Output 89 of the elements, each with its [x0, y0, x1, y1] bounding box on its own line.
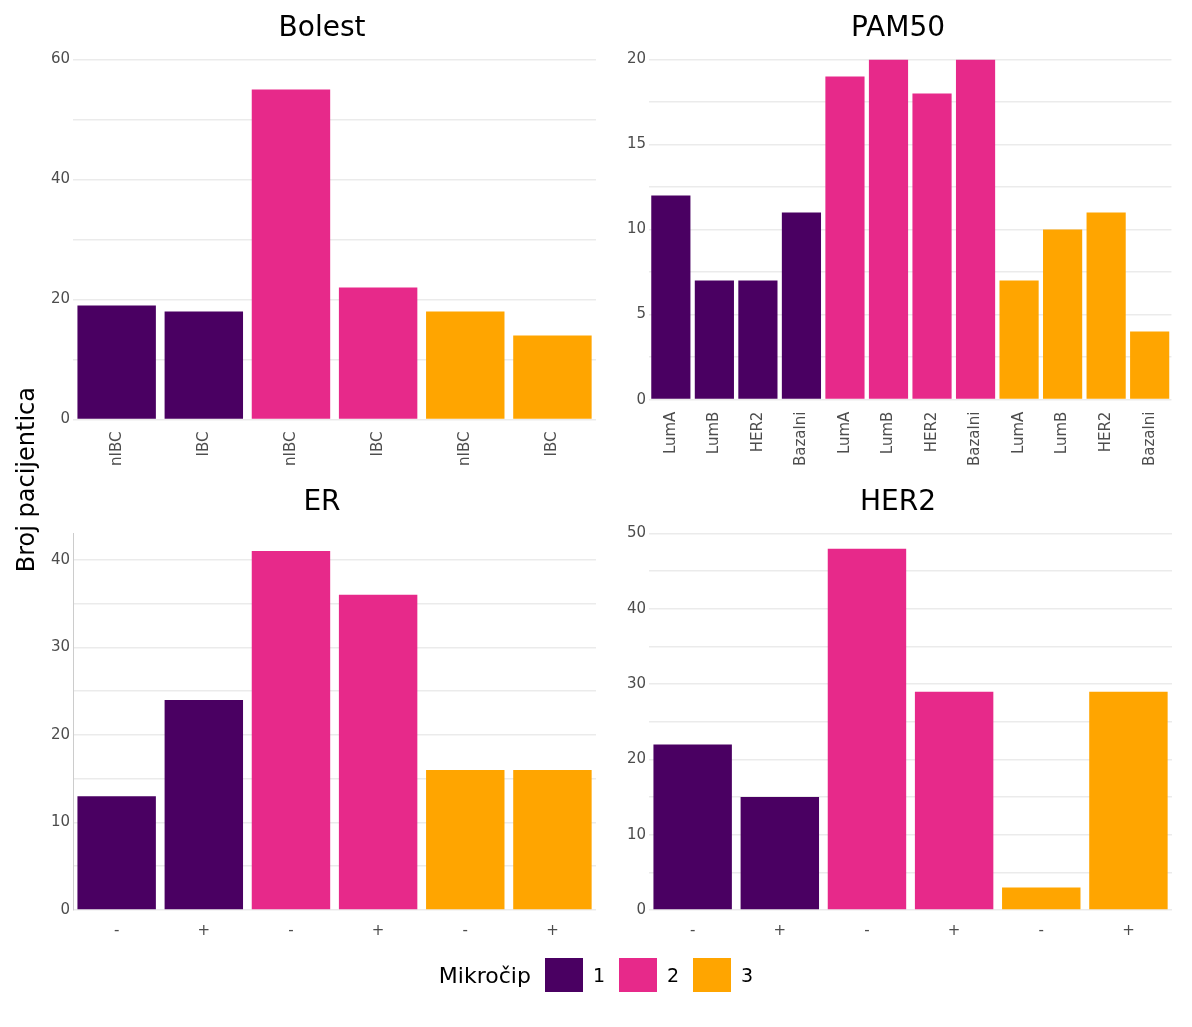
x-tick-label: LumA [660, 410, 679, 455]
x-tick-label: LumB [1052, 411, 1071, 455]
y-tick-label: 0 [636, 899, 647, 918]
bar [1089, 691, 1168, 910]
bar [1043, 229, 1083, 399]
y-tick-label: 20 [50, 724, 71, 743]
x-tick-label: - [864, 920, 870, 939]
x-tick-label: - [288, 920, 294, 939]
bar [653, 744, 732, 910]
bar [251, 551, 331, 910]
bar [251, 89, 331, 419]
x-tick-label: - [1038, 920, 1044, 939]
bar [914, 691, 994, 910]
y-tick-label: 30 [626, 674, 647, 693]
chart-title: PAM50 [850, 10, 946, 44]
bar [825, 76, 865, 399]
legend-title: Mikročip [438, 962, 531, 988]
y-tick-label: 10 [626, 219, 647, 238]
bar [1086, 212, 1126, 399]
x-tick-label: LumB [878, 411, 897, 455]
y-tick-label: 0 [60, 409, 71, 428]
y-tick-label: 15 [626, 134, 647, 153]
y-tick-label: 10 [626, 824, 647, 843]
bar [1130, 331, 1170, 399]
y-tick-label: 30 [50, 637, 71, 656]
x-tick-label: + [773, 920, 787, 939]
y-tick-label: 20 [626, 749, 647, 768]
y-tick-label: 20 [50, 289, 71, 308]
bar [164, 311, 244, 419]
x-tick-label: - [462, 920, 468, 939]
bar [426, 311, 505, 419]
legend-label: 2 [666, 964, 680, 986]
bar [827, 548, 907, 910]
x-tick-label: IBC [368, 431, 387, 457]
x-tick-label: LumA [1008, 410, 1027, 455]
legend-label: 1 [592, 964, 605, 986]
bar [513, 335, 592, 419]
x-tick-label: Bazalni [1139, 411, 1158, 466]
bar [1002, 887, 1081, 910]
x-tick-label: Bazalni [965, 411, 984, 466]
bar [694, 280, 734, 399]
y-tick-label: 0 [60, 899, 71, 918]
bar [912, 93, 952, 399]
bar [740, 797, 820, 910]
x-tick-label: HER2 [747, 411, 766, 453]
y-tick-label: 0 [636, 389, 647, 408]
bar [338, 594, 418, 910]
bar [164, 699, 244, 910]
y-tick-label: 20 [626, 49, 647, 68]
x-tick-label: - [689, 920, 696, 939]
x-tick-label: + [197, 920, 211, 939]
x-tick-label: LumB [704, 411, 723, 455]
x-tick-label: LumA [834, 410, 853, 455]
x-tick-label: + [371, 920, 385, 939]
y-tick-label: 40 [626, 598, 647, 617]
bar [651, 195, 691, 399]
x-tick-label: - [113, 920, 120, 939]
y-tick-label: 60 [50, 49, 71, 68]
x-tick-label: IBC [542, 431, 561, 457]
x-tick-label: Bazalni [791, 411, 810, 466]
bar [513, 769, 592, 910]
bar [868, 59, 909, 399]
y-tick-label: 50 [626, 523, 647, 542]
chart-title: Bolest [278, 10, 366, 44]
y-tick-label: 10 [50, 812, 71, 831]
x-tick-label: + [546, 920, 559, 939]
bar [77, 796, 156, 910]
legend-label: 3 [741, 964, 754, 986]
x-tick-label: nIBC [455, 431, 474, 467]
bar [738, 280, 778, 399]
y-tick-label: 40 [50, 549, 71, 568]
y-tick-label: 40 [50, 169, 71, 188]
bar [955, 59, 996, 399]
x-tick-label: IBC [193, 431, 212, 457]
x-tick-label: nIBC [280, 431, 299, 467]
bar [77, 305, 156, 419]
x-tick-label: + [1122, 920, 1135, 939]
bar [781, 212, 822, 399]
x-tick-label: HER2 [1096, 411, 1115, 453]
chart-title: HER2 [859, 484, 937, 518]
y-axis-title: Broj pacijentica [12, 387, 40, 573]
x-tick-label: + [947, 920, 961, 939]
y-tick-label: 5 [636, 304, 647, 323]
chart-title: ER [303, 484, 341, 518]
bar [999, 280, 1039, 399]
bar [338, 287, 418, 419]
x-tick-label: nIBC [106, 431, 125, 467]
bar [426, 769, 505, 910]
x-tick-label: HER2 [921, 411, 940, 453]
